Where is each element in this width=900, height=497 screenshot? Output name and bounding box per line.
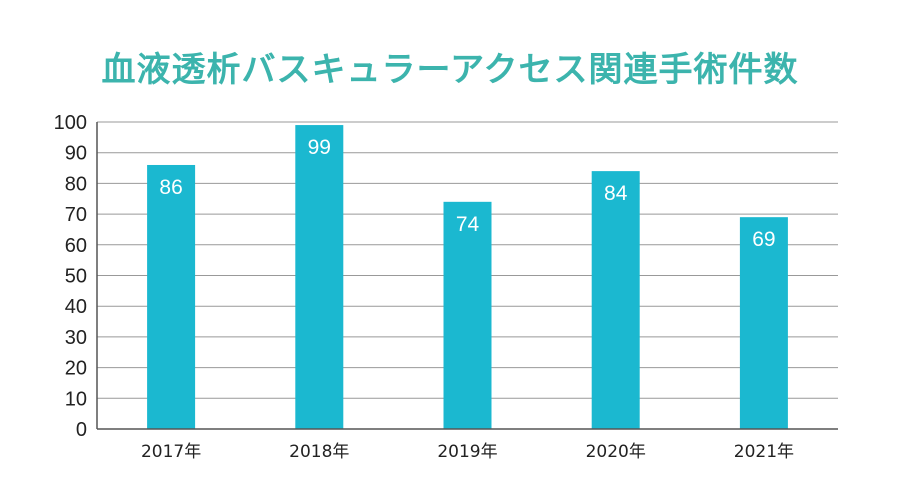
y-tick-label: 60 (65, 235, 87, 257)
data-label: 99 (308, 136, 331, 159)
y-tick-label: 20 (65, 358, 87, 380)
y-tick-label: 100 (54, 112, 87, 134)
x-tick-label: 2019年 (437, 442, 497, 462)
y-tick-label: 80 (65, 173, 87, 195)
y-tick-label: 0 (76, 419, 87, 441)
y-tick-label: 70 (65, 204, 87, 226)
bar (443, 201, 492, 429)
bar (147, 164, 196, 430)
y-tick-label: 40 (65, 296, 87, 318)
x-tick-label: 2021年 (734, 442, 794, 462)
y-tick-label: 10 (65, 388, 87, 410)
x-tick-label: 2017年 (141, 442, 201, 462)
axes (96, 122, 838, 430)
y-tick-label: 90 (65, 143, 87, 165)
bar (739, 217, 788, 429)
bar (295, 125, 344, 429)
y-tick-label: 30 (65, 327, 87, 349)
bar (591, 171, 640, 429)
x-tick-labels: 2017年 2018年 2019年 2020年 2021年 (141, 442, 794, 462)
data-label: 74 (456, 213, 480, 236)
x-tick-label: 2020年 (586, 442, 646, 462)
chart-title: 血液透析バスキュラーアクセス関連手術件数 (101, 50, 799, 90)
data-label: 86 (159, 176, 182, 199)
y-tick-label: 50 (65, 266, 87, 288)
data-label: 84 (604, 182, 628, 205)
y-tick-labels: 0 10 20 30 40 50 60 70 80 90 100 (54, 112, 87, 441)
bars: 86 99 74 84 69 (147, 125, 788, 430)
data-label: 69 (752, 228, 775, 251)
x-tick-label: 2018年 (289, 442, 349, 462)
